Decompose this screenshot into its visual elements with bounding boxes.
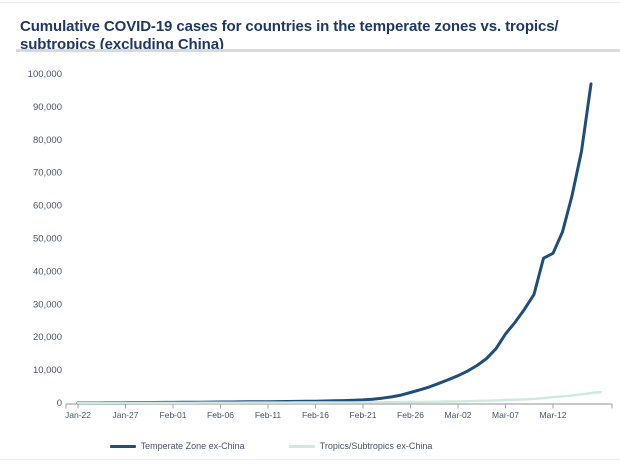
x-axis-tick-label: Jan-22 [65,410,91,420]
y-axis-tick-label: 100,000 [28,69,62,80]
top-divider [0,2,620,3]
y-axis-tick-label: 40,000 [33,266,62,277]
series-line-tropics [76,390,602,405]
x-axis-tick-label: Feb-06 [207,410,234,420]
y-axis-tick-label: 60,000 [33,201,62,212]
bottom-divider [0,459,620,460]
series-line-temperate [76,82,593,405]
x-axis-tick-label: Mar-12 [540,410,567,420]
y-axis-tick-label: 80,000 [33,135,62,146]
chart-legend: Temperate Zone ex-China Tropics/Subtropi… [0,441,620,451]
y-axis-tick-label: 30,000 [33,299,62,310]
y-axis-tick-label: 70,000 [33,168,62,179]
y-axis-tick-label: 50,000 [33,234,62,245]
title-underline-rule [16,49,620,52]
y-axis-tick-label: 20,000 [33,332,62,343]
x-axis-tick-label: Jan-27 [113,410,139,420]
line-chart: 0 10,000 20,000 30,000 40,000 50,000 60,000 70,… [28,69,613,420]
legend-label-tropics: Tropics/Subtropics ex-China [319,441,433,451]
temperate-line-swatch [109,444,136,448]
tropics-line-swatch [288,444,315,448]
legend-item-tropics: Tropics/Subtropics ex-China [288,441,433,451]
x-axis-tick-label: Feb-21 [350,410,377,420]
legend-label-temperate: Temperate Zone ex-China [140,441,245,451]
y-axis-tick-label: 90,000 [33,102,62,113]
legend-item-temperate: Temperate Zone ex-China [109,441,245,451]
y-axis-tick-label: 0 [57,398,62,409]
y-axis-tick-label: 10,000 [33,365,62,376]
x-axis-tick-label: Mar-07 [492,410,519,420]
x-axis-tick-label: Feb-16 [302,410,329,420]
x-axis-tick-label: Mar-02 [445,410,472,420]
x-axis-tick-label: Feb-26 [397,410,424,420]
x-axis-tick-label: Feb-01 [160,410,187,420]
x-axis-tick-label: Feb-11 [255,410,282,420]
